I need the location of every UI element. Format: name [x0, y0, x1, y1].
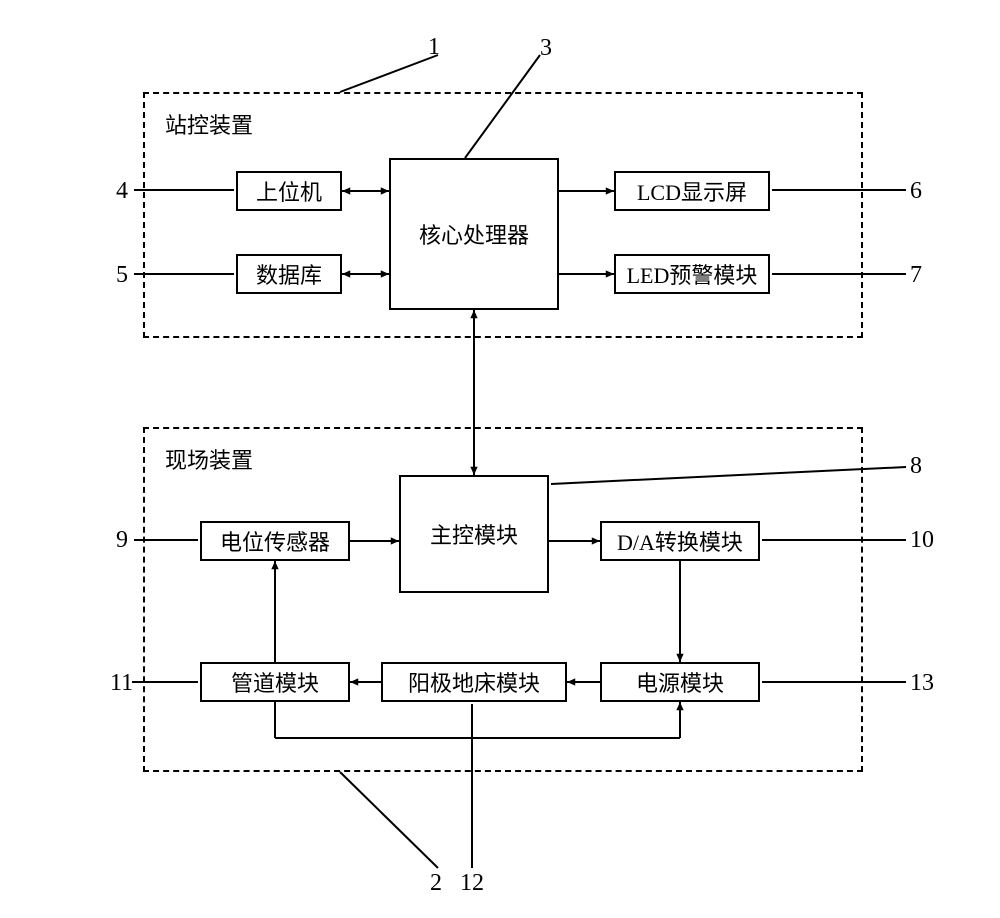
main-control-label: 主控模块: [430, 518, 518, 550]
da-converter-label: D/A转换模块: [617, 525, 743, 557]
host-computer-box: 上位机: [236, 171, 342, 211]
anode-bed-box: 阳极地床模块: [381, 662, 567, 702]
lcd-display-label: LCD显示屏: [637, 175, 747, 207]
label-9: 9: [116, 527, 128, 554]
label-3: 3: [540, 35, 552, 62]
field-device-title: 现场装置: [165, 443, 253, 475]
label-8: 8: [910, 453, 922, 480]
station-control-title: 站控装置: [165, 108, 253, 140]
label-1: 1: [428, 34, 440, 61]
led-warning-label: LED预警模块: [627, 258, 758, 290]
label-2: 2: [430, 870, 442, 897]
pipeline-box: 管道模块: [200, 662, 350, 702]
lcd-display-box: LCD显示屏: [614, 171, 770, 211]
potential-sensor-label: 电位传感器: [220, 525, 330, 557]
label-12: 12: [460, 870, 484, 897]
label-6: 6: [910, 178, 922, 205]
label-13: 13: [910, 670, 934, 697]
label-10: 10: [910, 527, 934, 554]
core-processor-label: 核心处理器: [419, 218, 529, 250]
database-label: 数据库: [256, 258, 322, 290]
power-supply-box: 电源模块: [600, 662, 760, 702]
database-box: 数据库: [236, 254, 342, 294]
label-11: 11: [110, 670, 133, 697]
label-5: 5: [116, 262, 128, 289]
da-converter-box: D/A转换模块: [600, 521, 760, 561]
core-processor-box: 核心处理器: [389, 158, 559, 310]
power-supply-label: 电源模块: [636, 666, 724, 698]
led-warning-box: LED预警模块: [614, 254, 770, 294]
label-7: 7: [910, 262, 922, 289]
potential-sensor-box: 电位传感器: [200, 521, 350, 561]
main-control-box: 主控模块: [399, 475, 549, 593]
anode-bed-label: 阳极地床模块: [408, 666, 540, 698]
host-computer-label: 上位机: [256, 175, 322, 207]
label-4: 4: [116, 178, 128, 205]
pipeline-label: 管道模块: [231, 666, 319, 698]
